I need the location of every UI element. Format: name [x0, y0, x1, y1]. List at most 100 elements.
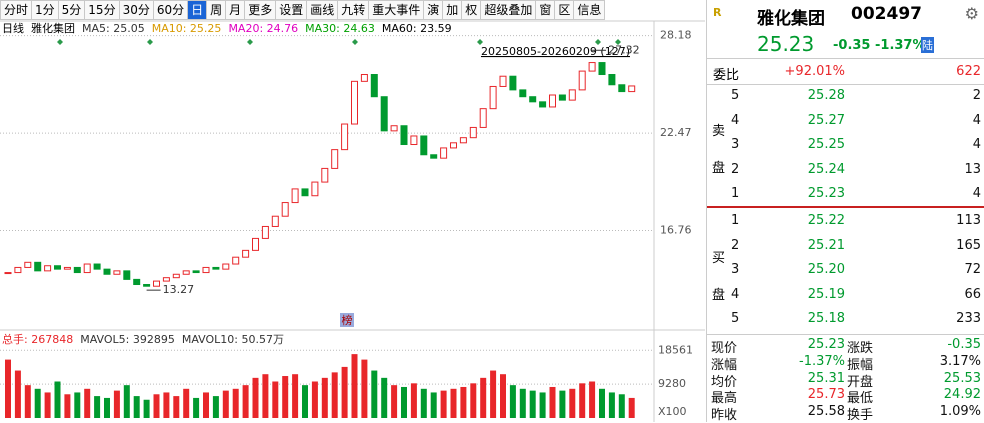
level: 1	[731, 213, 740, 228]
candle	[331, 149, 339, 169]
volume-bar	[242, 385, 249, 418]
side-label: 盘	[712, 288, 726, 303]
pct: -1.37%	[875, 38, 926, 53]
candle	[588, 62, 596, 72]
tool-button[interactable]: 窗	[535, 0, 556, 20]
volume-bar	[608, 392, 615, 418]
tool-button[interactable]: 60分	[152, 0, 189, 20]
stat-label: 开盘	[847, 374, 874, 390]
volume-legend: 总手: 267848	[2, 332, 73, 346]
y-tick-label: 18561	[658, 343, 693, 356]
candle	[172, 273, 180, 279]
tool-button[interactable]: 更多	[244, 0, 277, 20]
stat-label: 最高	[711, 391, 738, 407]
candle	[54, 265, 61, 270]
chart: 榜 20250805-20260209 (127) 日线 雅化集团 MA5: 25.…	[0, 20, 705, 422]
candle	[123, 270, 131, 280]
candle	[628, 85, 636, 93]
candle	[291, 188, 299, 204]
tool-button[interactable]: 30分	[118, 0, 154, 20]
y-tick-label: 22.47	[660, 126, 692, 139]
level: 3	[731, 137, 740, 153]
book-volume: 13	[964, 161, 981, 177]
y-tick-label: 16.76	[660, 224, 692, 237]
level: 5	[731, 88, 740, 103]
side-label: 买	[712, 251, 726, 266]
volume-bar	[480, 377, 487, 418]
candle	[351, 80, 358, 125]
candle	[558, 94, 566, 101]
stat-label: 涨幅	[711, 357, 738, 373]
candle	[618, 84, 626, 93]
quote-panel: R 雅化集团 002497 ⚙ 25.23 -0.35 -1.37% 陆 委比 …	[706, 0, 984, 423]
candle	[549, 94, 556, 108]
stat-label: 换手	[847, 408, 874, 423]
volume-bar	[450, 388, 457, 418]
annotation: 27.32	[608, 43, 640, 56]
candle	[261, 225, 269, 239]
volume-bar	[183, 388, 190, 418]
tool-button[interactable]: 超级叠加	[480, 0, 537, 20]
tool-button[interactable]: 九转	[337, 0, 370, 20]
volume-bar	[292, 374, 299, 418]
candle	[420, 135, 428, 156]
tool-button[interactable]: 5分	[57, 0, 86, 20]
stat-value: -1.37%	[799, 353, 845, 369]
volume-bar	[618, 394, 625, 418]
candle	[212, 266, 220, 270]
book-volume: 66	[964, 286, 981, 302]
tool-button[interactable]: 信息	[573, 0, 606, 20]
event-markers	[57, 39, 621, 45]
side-label: 卖	[712, 124, 726, 139]
volume-bar	[381, 377, 388, 418]
volume-bar	[391, 385, 398, 418]
book-volume: 4	[972, 137, 981, 153]
tool-button[interactable]: 画线	[306, 0, 339, 20]
stat-value: 1.09%	[939, 404, 981, 420]
candle	[341, 123, 349, 151]
book-volume: 233	[956, 311, 981, 327]
candle	[370, 74, 378, 98]
volume-bar	[203, 392, 209, 418]
stat-value: 25.58	[807, 404, 845, 420]
legend-item: MA5: 25.05	[82, 22, 145, 35]
volume-bar	[549, 386, 556, 418]
ratio-vol: 622	[956, 64, 981, 79]
tool-button[interactable]: 设置	[275, 0, 308, 20]
stock-code: 002497	[851, 4, 922, 24]
book-price: 25.23	[807, 186, 845, 202]
book-price: 25.22	[807, 213, 845, 228]
volume-bar	[361, 359, 368, 418]
tool-button[interactable]: 演	[423, 0, 444, 20]
volume-bar	[302, 385, 308, 418]
volume-bar	[321, 377, 328, 418]
candle	[410, 135, 418, 146]
settings-icon[interactable]: ⚙	[964, 4, 979, 23]
legend-item: MA30: 24.63	[305, 22, 375, 35]
candle	[539, 101, 547, 108]
volume-bar	[173, 396, 180, 418]
candle	[103, 268, 111, 275]
volume-bar	[569, 388, 576, 418]
tool-button[interactable]: 1分	[31, 0, 59, 20]
stat-value: 25.73	[807, 387, 845, 403]
ratio: +92.01%	[784, 64, 845, 79]
book-price: 25.25	[807, 137, 845, 153]
volume-bar	[64, 394, 71, 418]
stat-label: 最低	[847, 391, 874, 407]
tool-button[interactable]: 15分	[84, 0, 120, 20]
candle	[242, 249, 250, 258]
y-tick-label: 9280	[658, 377, 686, 390]
volume-bar	[104, 397, 110, 418]
book-price: 25.24	[807, 161, 845, 177]
tool-button[interactable]: 重大事件	[368, 0, 425, 20]
volume-bar	[262, 374, 269, 418]
candle	[252, 237, 259, 251]
volume-bar	[331, 372, 338, 418]
candle	[450, 142, 457, 149]
legend-item: 雅化集团	[31, 21, 75, 35]
candle	[430, 154, 438, 159]
book-price: 25.20	[807, 262, 845, 278]
toolbar: 分时 1分 5分 15分 30分 60分日周月更多 设置 画线 九转 重大事件演加权超级叠加窗区信…	[0, 0, 606, 20]
